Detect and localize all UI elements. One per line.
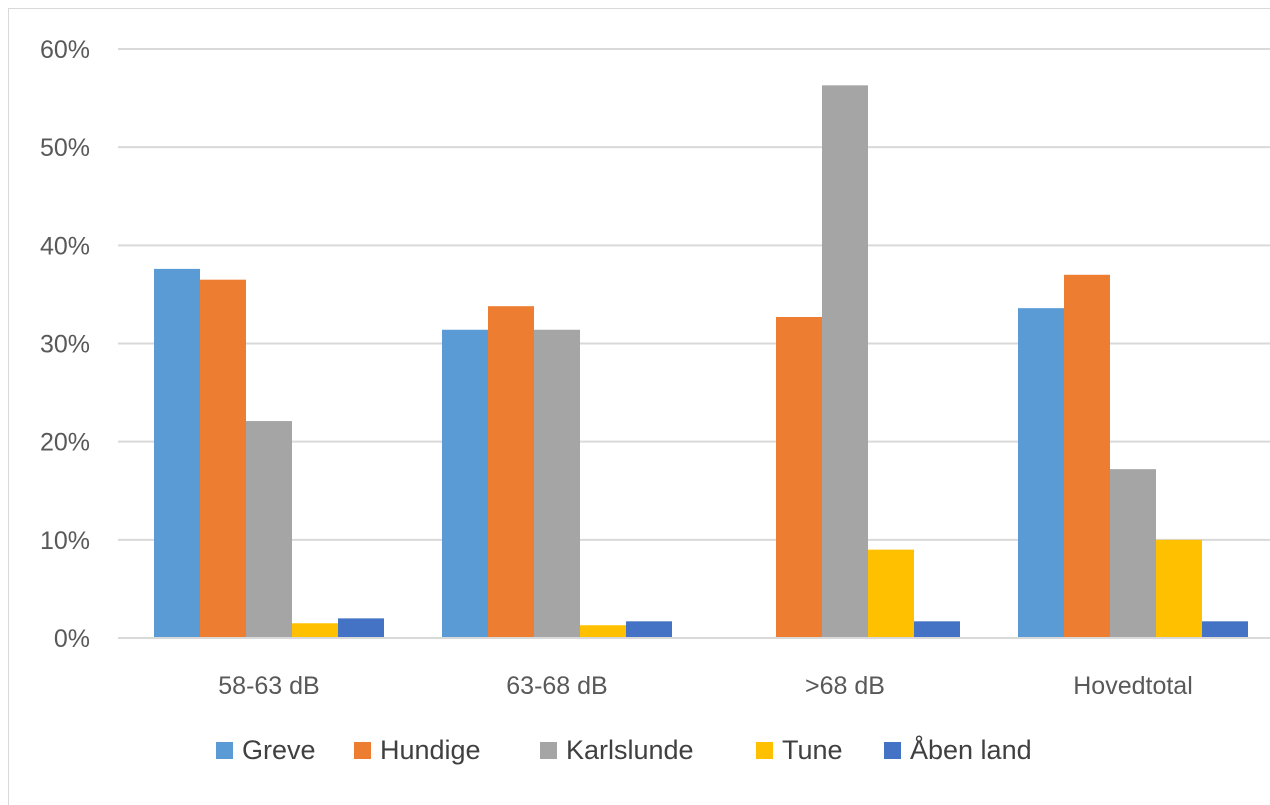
x-tick-label: 58-63 dB [218,672,319,700]
x-axis-ticks: 58-63 dB 63-68 dB >68 dB Hovedtotal [218,672,1193,700]
bar--ben-land-1 [338,618,384,638]
bar-karlslunde-3 [822,85,868,639]
y-tick-label: 60% [40,36,90,64]
bar-hundige-1 [200,279,246,638]
legend-swatch-tune [756,742,773,759]
bar-karlslunde-2 [534,329,580,638]
legend-label-karlslunde: Karlslunde [566,735,694,765]
legend-swatch-greve [216,742,233,759]
legend-label-greve: Greve [242,735,316,765]
legend-label--ben-land: Åben land [910,734,1032,765]
bar-hundige-4 [1064,274,1110,638]
legend-label-hundige: Hundige [380,735,481,765]
bar-hundige-3 [776,316,822,638]
bar-tune-3 [868,549,914,638]
bar-hundige-2 [488,306,534,638]
y-tick-label: 30% [40,331,90,359]
legend-swatch-karlslunde [540,742,557,759]
bar-tune-4 [1156,539,1202,638]
bar--ben-land-2 [626,621,672,638]
legend-label-tune: Tune [782,735,843,765]
y-tick-label: 10% [40,527,90,555]
y-tick-label: 0% [54,625,90,653]
bar--ben-land-4 [1202,621,1248,638]
legend-swatch-hundige [354,742,371,759]
bar-tune-2 [580,625,626,638]
bar-karlslunde-1 [246,421,292,638]
x-tick-label: Hovedtotal [1073,672,1193,700]
y-tick-label: 50% [40,134,90,162]
bar-tune-1 [292,623,338,638]
bar-karlslunde-4 [1110,469,1156,638]
legend: Greve Hundige Karlslunde Tune Åben land [216,734,1032,765]
bar-greve-1 [154,268,200,638]
y-axis-ticks: 0% 10% 20% 30% 40% 50% 60% [40,36,90,653]
bar-greve-4 [1018,308,1064,638]
y-tick-label: 40% [40,232,90,260]
y-tick-label: 20% [40,429,90,457]
x-tick-label: >68 dB [805,672,885,700]
x-tick-label: 63-68 dB [506,672,607,700]
bar--ben-land-3 [914,621,960,638]
bars [154,85,1248,639]
legend-swatch--ben-land [884,742,901,759]
bar-greve-2 [442,329,488,638]
